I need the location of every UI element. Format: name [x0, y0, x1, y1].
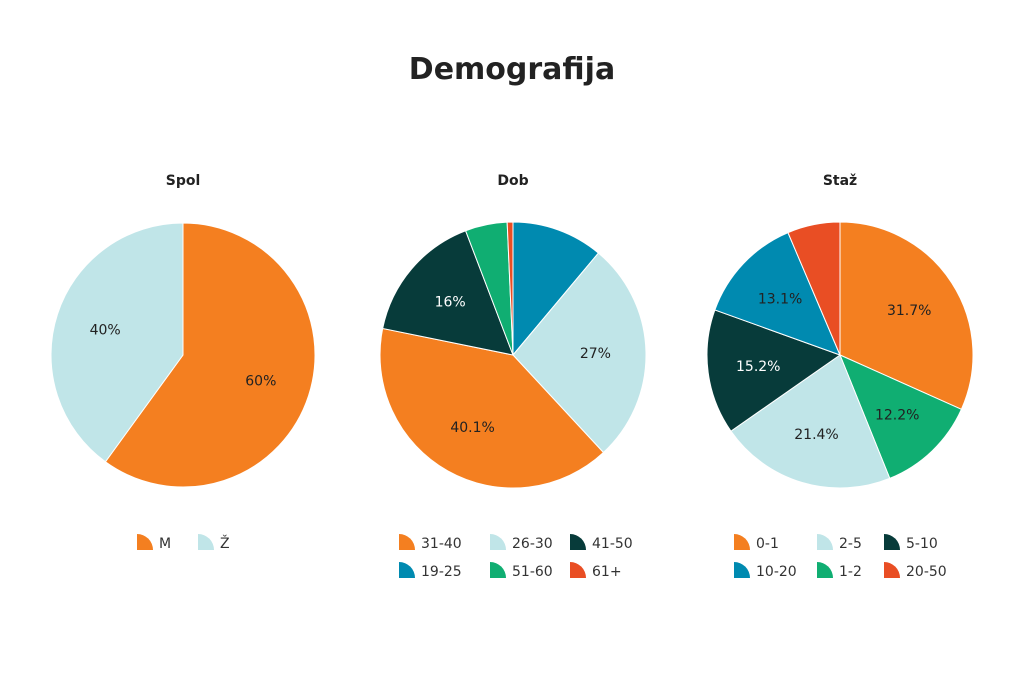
data-label: 40.1%	[450, 420, 494, 436]
chart-title: Spol	[166, 173, 201, 189]
chart-title: Dob	[497, 173, 528, 189]
legend-item-1-2[interactable]: 1-2	[817, 562, 862, 580]
legend-item-5-10[interactable]: 5-10	[884, 534, 938, 552]
data-label: 12.2%	[875, 407, 919, 423]
legend-item-19-25[interactable]: 19-25	[399, 562, 462, 580]
pie-chart-2: Staž 31.7% 12.2% 21.4% 15.2% 13.1% 0-1 2-5 5-10 1…	[706, 173, 974, 580]
legend-swatch-icon	[570, 534, 586, 550]
pie-slice-5-10[interactable]	[706, 309, 842, 432]
data-label: 31.7%	[887, 303, 931, 319]
legend-swatch-icon	[137, 534, 153, 550]
pie-slice-26-30[interactable]	[512, 252, 647, 454]
legend-item-20-50[interactable]: 20-50	[884, 562, 947, 580]
pie-chart-1: Dob 27% 40.1% 16% 31-40 26-30 41-50 19-25 51-60 6…	[379, 173, 647, 580]
data-label: 21.4%	[794, 427, 838, 443]
legend-swatch-icon	[570, 562, 586, 578]
pie-slice-0-1[interactable]	[839, 221, 974, 411]
legend-item-26-30[interactable]: 26-30	[490, 534, 553, 552]
legend-label: M	[159, 536, 171, 552]
data-label: 60%	[245, 373, 276, 389]
legend-swatch-icon	[399, 562, 415, 578]
legend-item-M[interactable]: M	[137, 534, 171, 552]
pie-slice-2-5[interactable]	[730, 354, 891, 489]
data-label: 40%	[90, 323, 121, 339]
pie-slice-10-20[interactable]	[714, 231, 841, 356]
legend-swatch-icon	[198, 534, 214, 550]
legend-label: Ž	[220, 534, 230, 552]
legend-label: 41-50	[592, 536, 633, 552]
legend-label: 26-30	[512, 536, 553, 552]
legend-swatch-icon	[884, 534, 900, 550]
data-label: 16%	[435, 295, 466, 311]
legend-label: 5-10	[906, 536, 938, 552]
pie-chart-0: Spol 60% 40% M Ž	[50, 173, 316, 552]
legend-label: 0-1	[756, 536, 779, 552]
legend-swatch-icon	[884, 562, 900, 578]
legend-item-41-50[interactable]: 41-50	[570, 534, 633, 552]
legend-item-61+[interactable]: 61+	[570, 562, 622, 580]
pie-slice-M[interactable]	[104, 222, 316, 488]
legend-swatch-icon	[817, 562, 833, 578]
legend-swatch-icon	[490, 562, 506, 578]
pie-slice-Ž[interactable]	[50, 222, 184, 463]
chart-title: Staž	[823, 173, 857, 189]
legend-label: 1-2	[839, 564, 862, 580]
data-label: 13.1%	[758, 291, 802, 307]
pie-slice-1-2[interactable]	[839, 354, 963, 480]
legend-label: 10-20	[756, 564, 797, 580]
legend-item-31-40[interactable]: 31-40	[399, 534, 462, 552]
legend-swatch-icon	[399, 534, 415, 550]
pie-slice-20-50[interactable]	[787, 221, 841, 356]
legend-swatch-icon	[490, 534, 506, 550]
page-title: Demografija	[408, 52, 616, 87]
pie-slice-41-50[interactable]	[382, 230, 514, 356]
legend-item-0-1[interactable]: 0-1	[734, 534, 779, 552]
data-label: 27%	[580, 346, 611, 362]
legend-label: 31-40	[421, 536, 462, 552]
pie-slice-19-25[interactable]	[512, 221, 600, 357]
legend-label: 61+	[592, 564, 622, 580]
legend-swatch-icon	[734, 562, 750, 578]
legend-item-51-60[interactable]: 51-60	[490, 562, 553, 580]
legend-label: 19-25	[421, 564, 462, 580]
legend-label: 2-5	[839, 536, 862, 552]
legend-label: 20-50	[906, 564, 947, 580]
data-label: 15.2%	[736, 359, 780, 375]
legend-item-10-20[interactable]: 10-20	[734, 562, 797, 580]
legend-label: 51-60	[512, 564, 553, 580]
legend-swatch-icon	[817, 534, 833, 550]
legend-swatch-icon	[734, 534, 750, 550]
pie-slice-31-40[interactable]	[379, 327, 605, 489]
legend-item-Ž[interactable]: Ž	[198, 534, 230, 552]
pie-slice-61+[interactable]	[506, 221, 514, 356]
legend-item-2-5[interactable]: 2-5	[817, 534, 862, 552]
